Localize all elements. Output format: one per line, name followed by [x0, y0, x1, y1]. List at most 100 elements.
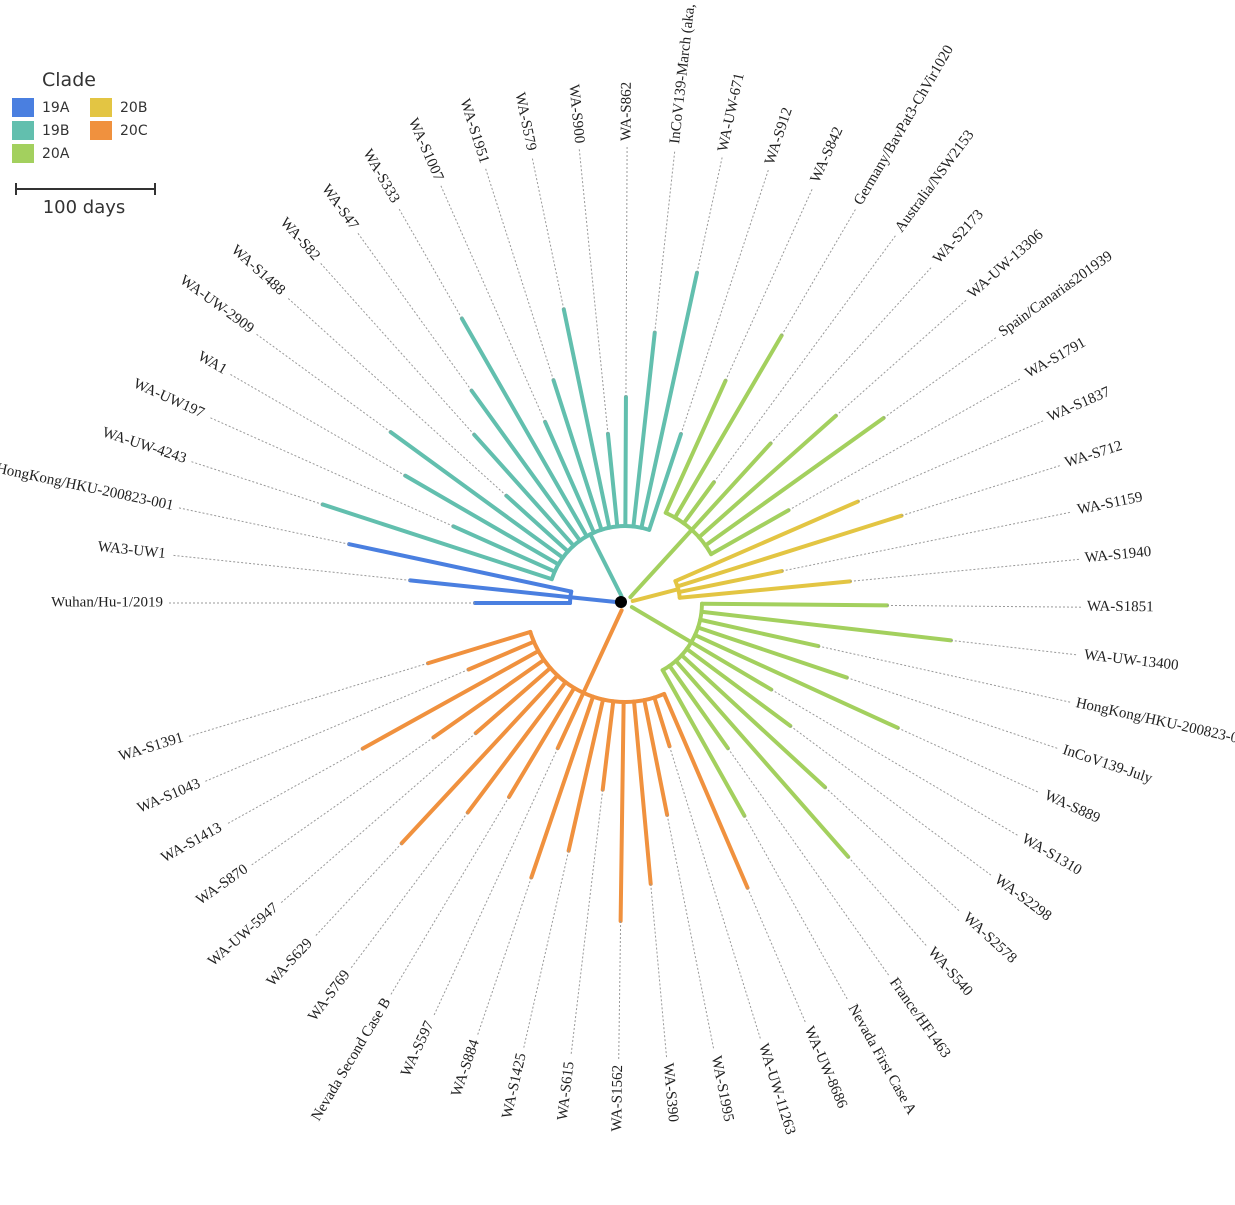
legend-label: 20C [120, 123, 148, 139]
leaf-label: WA-UW-13306 [965, 226, 1047, 301]
leaf-label: WA-UW-671 [715, 72, 748, 154]
branch [662, 691, 750, 890]
branch [459, 316, 589, 539]
legend-label: 19A [42, 100, 70, 116]
root [615, 596, 627, 608]
leaf-connector [230, 373, 406, 477]
leaf-connector [846, 677, 1058, 749]
leaf-connector [226, 748, 363, 825]
branch [684, 646, 793, 728]
branch [605, 431, 620, 529]
leaf-connector [205, 669, 469, 782]
leaf-label: HongKong/HKU-200823-002 [1074, 695, 1235, 750]
leaf-label: HongKong/HKU-200823-001 [0, 461, 175, 514]
branch [709, 508, 791, 557]
branch [451, 524, 557, 574]
branch [629, 605, 694, 645]
leaf-connector [713, 235, 896, 483]
branch [465, 680, 568, 815]
branch [507, 685, 577, 799]
leaf-label: WA-UW-13400 [1083, 647, 1179, 674]
leaf-label: WA-S1951 [456, 97, 492, 165]
leaf-connector [770, 265, 933, 444]
leaf-connector [256, 333, 391, 433]
leaf-label: WA-S1837 [1045, 384, 1113, 425]
leaf-label: WA-S333 [359, 147, 402, 206]
leaf-connector [314, 842, 403, 938]
leaf-label: WA3-UW1 [97, 539, 167, 562]
leaf-connector [727, 747, 890, 976]
legend-swatch [12, 121, 34, 140]
leaf-connector [191, 461, 323, 505]
leaf-label: InCoV139-July [1061, 742, 1155, 787]
leaf-label: WA-S912 [762, 106, 796, 167]
leaf-connector [897, 727, 1040, 794]
leaf-label: WA-S862 [619, 82, 635, 141]
leaf-label: WA-S1940 [1084, 544, 1152, 566]
leaf-connector [790, 725, 992, 876]
leaf-label: WA-S842 [808, 125, 847, 186]
leaf-connector [725, 187, 814, 381]
leaf-label: WA-S1007 [405, 116, 447, 184]
leaf-connector [171, 554, 411, 581]
branch [642, 698, 670, 817]
branch [473, 666, 553, 736]
leaf-connector [654, 149, 676, 333]
leaf-label: Wuhan/Hu-1/2019 [51, 594, 163, 610]
leaf-connector [523, 850, 570, 1048]
branch [676, 569, 784, 595]
branch [618, 699, 626, 923]
branch [673, 333, 784, 520]
leaf-label: WA-UW-5947 [205, 900, 282, 970]
branch [581, 608, 624, 695]
leaf-label: WA-S47 [318, 182, 362, 234]
branch [466, 639, 536, 672]
legend-title: Clade [42, 69, 96, 91]
leaf-connector [350, 812, 469, 968]
leaf-connector [818, 645, 1071, 703]
leaf-label: WA-S900 [565, 84, 587, 144]
branches [320, 270, 953, 923]
leaf-label: WA-UW-11263 [755, 1042, 798, 1137]
leaf-connector [208, 416, 454, 527]
leaf-connector [397, 207, 463, 319]
leaf-connector [440, 185, 546, 423]
branch [630, 587, 681, 603]
leaf-label: WA-UW197 [131, 376, 207, 422]
leaf-connector [781, 209, 856, 336]
branch [566, 697, 606, 853]
branch [689, 441, 773, 532]
leaf-connector [835, 299, 967, 417]
leaf-connector [286, 296, 507, 497]
branch [703, 415, 886, 548]
leaf-label: WA-S1995 [708, 1054, 737, 1123]
leaf-label: WA-UW-4243 [100, 425, 188, 467]
branch [320, 502, 554, 582]
leaf-connector [669, 746, 761, 1039]
leaf-connector [578, 149, 609, 434]
leaf-connector [251, 736, 434, 866]
branch [697, 413, 838, 540]
branch [551, 378, 604, 532]
branch [632, 699, 653, 886]
leaf-label: WA-S615 [555, 1061, 578, 1122]
branch [681, 480, 716, 526]
leaf-label: WA-S1791 [1023, 335, 1089, 382]
leaf-connector [485, 168, 554, 381]
leaf-connector [280, 732, 477, 903]
leaf-connector [824, 786, 961, 913]
leaf-label: WA-S1425 [499, 1052, 529, 1121]
branch [698, 617, 821, 649]
leaf-label: WA-S769 [305, 967, 353, 1024]
leaf-label: WA-S1851 [1087, 599, 1154, 616]
legend-label: 19B [42, 123, 69, 139]
leaf-connector [320, 263, 475, 436]
leaf-connector [570, 789, 604, 1056]
branch [360, 649, 541, 751]
leaf-connector [901, 465, 1060, 517]
branch [675, 513, 904, 589]
legend-swatch [90, 98, 112, 117]
branch [652, 695, 672, 749]
leaf-label: WA-S82 [277, 215, 323, 264]
